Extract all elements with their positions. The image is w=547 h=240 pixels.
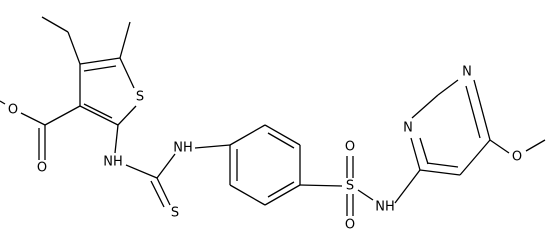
bonds xyxy=(0,16,546,216)
atom-label: O xyxy=(8,103,18,118)
atom-label: NH xyxy=(375,200,395,215)
atom-label: O xyxy=(345,140,355,155)
atom-label: NH xyxy=(103,155,123,170)
molecule-diagram: O O S NH NH S S O O NH N N O xyxy=(0,16,546,233)
atom-label: S xyxy=(136,90,144,105)
atom-label: O xyxy=(512,150,522,165)
atom-label: O xyxy=(345,218,355,233)
atom-label: NH xyxy=(173,141,193,156)
atom-label: S xyxy=(171,206,179,221)
atom-label: O xyxy=(37,161,47,176)
atom-label: N xyxy=(403,121,413,136)
atom-label: N xyxy=(462,65,472,80)
atom-label: S xyxy=(346,179,354,194)
atom-labels: O O S NH NH S S O O NH N N O xyxy=(8,65,522,233)
